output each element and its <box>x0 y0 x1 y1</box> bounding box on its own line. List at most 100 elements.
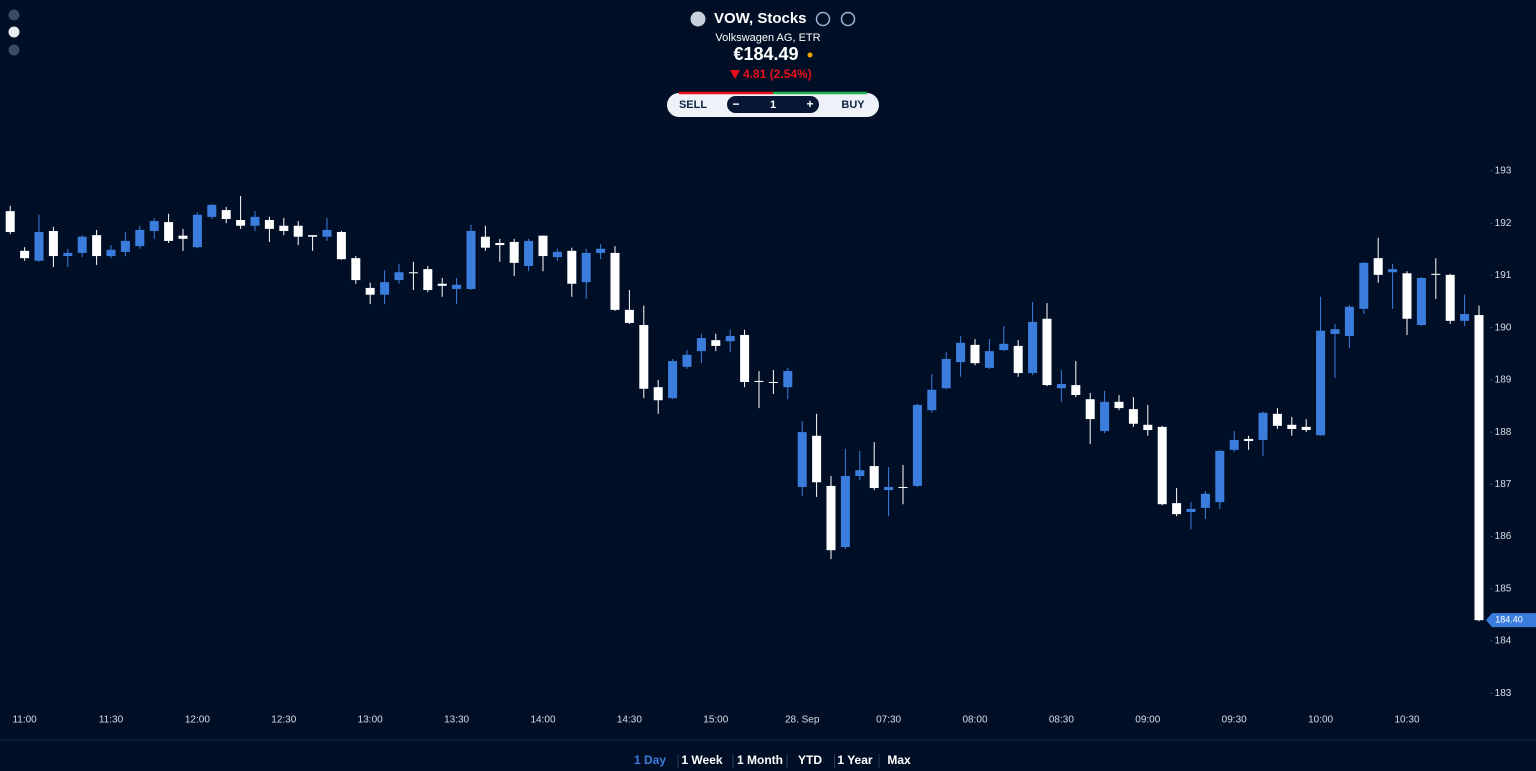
candle-body <box>437 283 447 286</box>
candle <box>768 369 778 394</box>
range-button[interactable]: 1 Year <box>837 753 872 767</box>
candle-body <box>567 250 577 284</box>
candle-body <box>855 470 865 476</box>
icon[interactable] <box>8 9 20 21</box>
range-button[interactable]: YTD <box>798 753 822 767</box>
candle <box>1402 271 1412 335</box>
candle-body <box>1287 424 1297 429</box>
candle-body <box>365 287 375 295</box>
candle <box>552 248 562 261</box>
candle <box>1085 392 1095 445</box>
candle-body <box>1114 401 1124 409</box>
x-tick-label: 09:00 <box>1135 715 1160 726</box>
sell-button[interactable]: SELL <box>679 99 707 111</box>
candle <box>264 216 274 242</box>
candle <box>5 205 15 235</box>
candle <box>840 448 850 550</box>
candle-body <box>740 334 750 382</box>
candle <box>351 256 361 284</box>
candle-body <box>783 370 793 388</box>
candle-body <box>322 229 332 237</box>
add-icon[interactable] <box>840 11 856 27</box>
icon[interactable] <box>8 26 20 38</box>
candle <box>495 238 505 262</box>
candle <box>984 339 994 369</box>
candle-body <box>869 466 879 489</box>
candle-body <box>5 211 15 233</box>
candle-body <box>452 284 462 289</box>
candle <box>538 235 548 272</box>
candle <box>63 248 73 268</box>
quantity[interactable]: 1 <box>770 99 776 111</box>
candle-body <box>1229 439 1239 450</box>
candle <box>567 247 577 297</box>
candle-body <box>264 220 274 229</box>
minus-button[interactable]: − <box>732 97 739 111</box>
candle <box>970 339 980 366</box>
candle-body <box>524 240 534 266</box>
candle <box>869 442 879 491</box>
candle-body <box>480 236 490 248</box>
candle-body <box>999 343 1009 351</box>
candle-body <box>293 225 303 237</box>
candle-body <box>653 387 663 401</box>
candle-body <box>1388 269 1398 273</box>
candle-body <box>1373 258 1383 275</box>
candle <box>711 333 721 352</box>
x-tick-label: 14:00 <box>530 715 555 726</box>
candle <box>423 265 433 293</box>
candle <box>365 282 375 305</box>
candle-body <box>20 250 30 259</box>
candle-body <box>1359 262 1369 309</box>
candle-body <box>956 342 966 363</box>
candle-body <box>164 222 174 241</box>
candle-body <box>1143 424 1153 431</box>
candle-body <box>984 351 994 368</box>
candle-body <box>610 252 620 310</box>
candle-body <box>279 225 289 231</box>
candle-body <box>48 230 58 257</box>
candle-body <box>1028 321 1038 374</box>
range-button[interactable]: 1 Day <box>634 753 666 767</box>
candle-body <box>639 325 649 389</box>
plus-button[interactable]: + <box>806 97 813 111</box>
candle <box>1416 276 1426 327</box>
price: €184.49 <box>733 44 798 64</box>
candle-body <box>812 435 822 483</box>
last-price-tag <box>1486 613 1536 628</box>
instrument-name: Volkswagen AG, ETR <box>715 32 820 44</box>
candle <box>1272 408 1282 429</box>
candle <box>452 277 462 305</box>
candle <box>624 290 634 324</box>
x-tick-label: 13:30 <box>444 715 469 726</box>
candle-body <box>826 485 836 551</box>
candle <box>394 263 404 284</box>
candle <box>1229 431 1239 452</box>
candle-body <box>581 252 591 283</box>
candle-body <box>1244 438 1254 441</box>
buy-button[interactable]: BUY <box>841 99 865 111</box>
candle <box>754 370 764 409</box>
candle <box>207 203 217 219</box>
icon[interactable] <box>8 44 20 56</box>
candle <box>221 206 231 224</box>
search-icon[interactable] <box>815 11 831 27</box>
candle <box>236 195 246 229</box>
candle-body <box>1301 426 1311 431</box>
range-button[interactable]: Max <box>887 753 911 767</box>
price-change: 4.81 (2.54%) <box>743 67 812 81</box>
candle <box>1200 491 1210 519</box>
range-button[interactable]: 1 Week <box>681 753 722 767</box>
range-button[interactable]: 1 Month <box>737 753 783 767</box>
candle <box>1114 395 1124 411</box>
candle <box>1100 390 1110 434</box>
candle-body <box>509 241 519 263</box>
candle <box>164 213 174 243</box>
x-tick-label: 11:00 <box>12 715 37 726</box>
trade-widget: SELL − 1 + BUY <box>667 91 879 117</box>
candle-body <box>192 214 202 248</box>
candle-body <box>768 381 778 384</box>
candle <box>1056 369 1066 402</box>
x-tick-label: 09:30 <box>1222 715 1247 726</box>
candle <box>1373 237 1383 283</box>
